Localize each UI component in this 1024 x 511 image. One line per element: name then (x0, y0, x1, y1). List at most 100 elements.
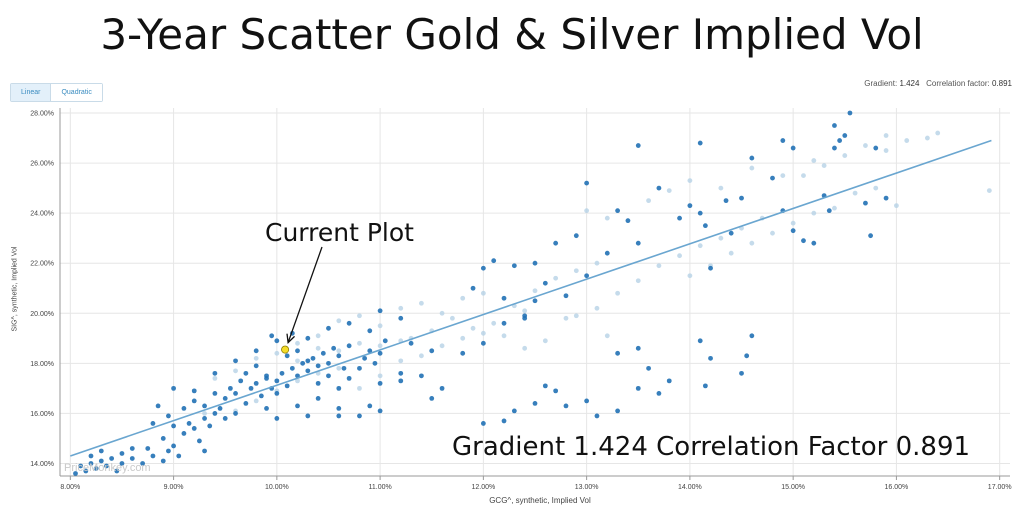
scatter-point-light (398, 305, 404, 311)
scatter-point-dark (222, 416, 228, 421)
scatter-point-light (377, 323, 383, 329)
scatter-point-light (253, 398, 259, 404)
scatter-point-dark (315, 363, 321, 369)
watermark: PriceMonkey.com (64, 462, 151, 474)
scatter-point-light (419, 353, 424, 359)
scatter-point-dark (155, 403, 161, 409)
y-tick-label: 14.00% (30, 461, 54, 468)
scatter-point-dark (243, 401, 249, 406)
scatter-point-dark (98, 448, 104, 454)
quadratic-button[interactable]: Quadratic (51, 84, 102, 101)
trendline (70, 139, 992, 457)
scatter-point-light (470, 325, 476, 331)
scatter-point-dark (305, 413, 311, 419)
scatter-point-dark (104, 463, 109, 469)
linear-button[interactable]: Linear (11, 84, 52, 101)
scatter-point-dark (93, 466, 99, 471)
scatter-point-dark (377, 408, 383, 414)
scatter-point-dark (212, 370, 218, 376)
scatter-point-dark (460, 350, 466, 356)
scatter-point-dark (790, 228, 796, 234)
scatter-point-dark (357, 365, 362, 371)
scatter-point-dark (150, 421, 156, 426)
scatter-point-dark (326, 373, 331, 379)
y-tick-label: 18.00% (30, 361, 54, 368)
stats-readout: Gradient: 1.424 Correlation factor: 0.89… (864, 79, 1012, 88)
scatter-point-dark (233, 390, 238, 396)
scatter-point-dark (883, 195, 889, 201)
scatter-point-dark (310, 355, 316, 361)
scatter-point-dark (202, 416, 207, 421)
scatter-point-dark (491, 258, 497, 264)
scatter-point-dark (594, 413, 600, 419)
scatter-point-light (460, 335, 466, 341)
scatter-point-dark (749, 333, 755, 339)
scatter-point-dark (176, 453, 182, 459)
scatter-point-light (790, 220, 796, 226)
x-tick-label: 8.00% (60, 484, 80, 491)
scatter-point-dark (181, 406, 187, 411)
scatter-point-dark (346, 375, 352, 381)
scatter-point-light (801, 173, 806, 178)
scatter-point-light (697, 243, 703, 249)
scatter-point-dark (73, 471, 78, 476)
scatter-point-dark (826, 208, 832, 214)
scatter-point-dark (253, 363, 259, 369)
scatter-point-dark (222, 395, 228, 401)
scatter-point-dark (439, 385, 445, 391)
scatter-point-dark (197, 438, 202, 444)
scatter-point-dark (811, 240, 817, 246)
regression-toggle: Linear Quadratic (10, 83, 103, 102)
scatter-point-light (532, 288, 538, 294)
scatter-point-light (728, 250, 734, 256)
page-title: 3-Year Scatter Gold & Silver Implied Vol (100, 10, 924, 59)
scatter-point-dark (83, 468, 89, 474)
scatter-point-dark (501, 418, 507, 424)
scatter-point-light (718, 235, 724, 241)
scatter-point-dark (119, 461, 125, 466)
scatter-point-dark (511, 263, 517, 269)
scatter-point-dark (109, 456, 115, 461)
scatter-point-dark (346, 343, 352, 349)
scatter-point-dark (274, 416, 280, 421)
scatter-point-light (873, 185, 879, 191)
scatter-point-light (315, 345, 321, 351)
scatter-point-light (883, 133, 889, 138)
scatter-point-light (811, 210, 817, 216)
scatter-point-light (863, 143, 868, 148)
scatter-point-dark (258, 393, 264, 399)
scatter-point-light (522, 308, 528, 314)
scatter-point-dark (367, 328, 373, 334)
scatter-point-dark (770, 175, 775, 181)
scatter-point-dark (160, 458, 166, 464)
scatter-point-dark (186, 421, 192, 426)
scatter-point-dark (233, 358, 238, 364)
scatter-point-light (635, 278, 641, 284)
scatter-point-light (604, 333, 610, 339)
y-tick-label: 24.00% (30, 211, 54, 218)
scatter-point-light (594, 305, 600, 311)
scatter-point-dark (480, 421, 486, 426)
scatter-point-dark (233, 411, 238, 416)
scatter-point-dark (635, 143, 641, 148)
scatter-point-light (542, 338, 548, 344)
scatter-point-light (274, 350, 280, 356)
scatter-point-dark (253, 348, 259, 354)
y-tick-label: 28.00% (30, 111, 54, 118)
scatter-point-dark (615, 350, 621, 356)
scatter-point-light (573, 313, 579, 319)
scatter-point-dark (191, 398, 197, 404)
scatter-point-dark (166, 448, 171, 454)
scatter-point-dark (217, 406, 223, 411)
x-axis-title: GCG^, synthetic, Implied Vol (489, 496, 591, 505)
scatter-point-dark (171, 443, 176, 449)
scatter-point-light (687, 273, 693, 279)
scatter-point-light (315, 333, 321, 339)
scatter-point-dark (315, 395, 321, 401)
scatter-point-dark (357, 413, 362, 419)
scatter-point-light (253, 355, 259, 361)
scatter-point-dark (238, 378, 244, 384)
scatter-point-light (336, 365, 342, 371)
y-tick-label: 16.00% (30, 411, 54, 418)
